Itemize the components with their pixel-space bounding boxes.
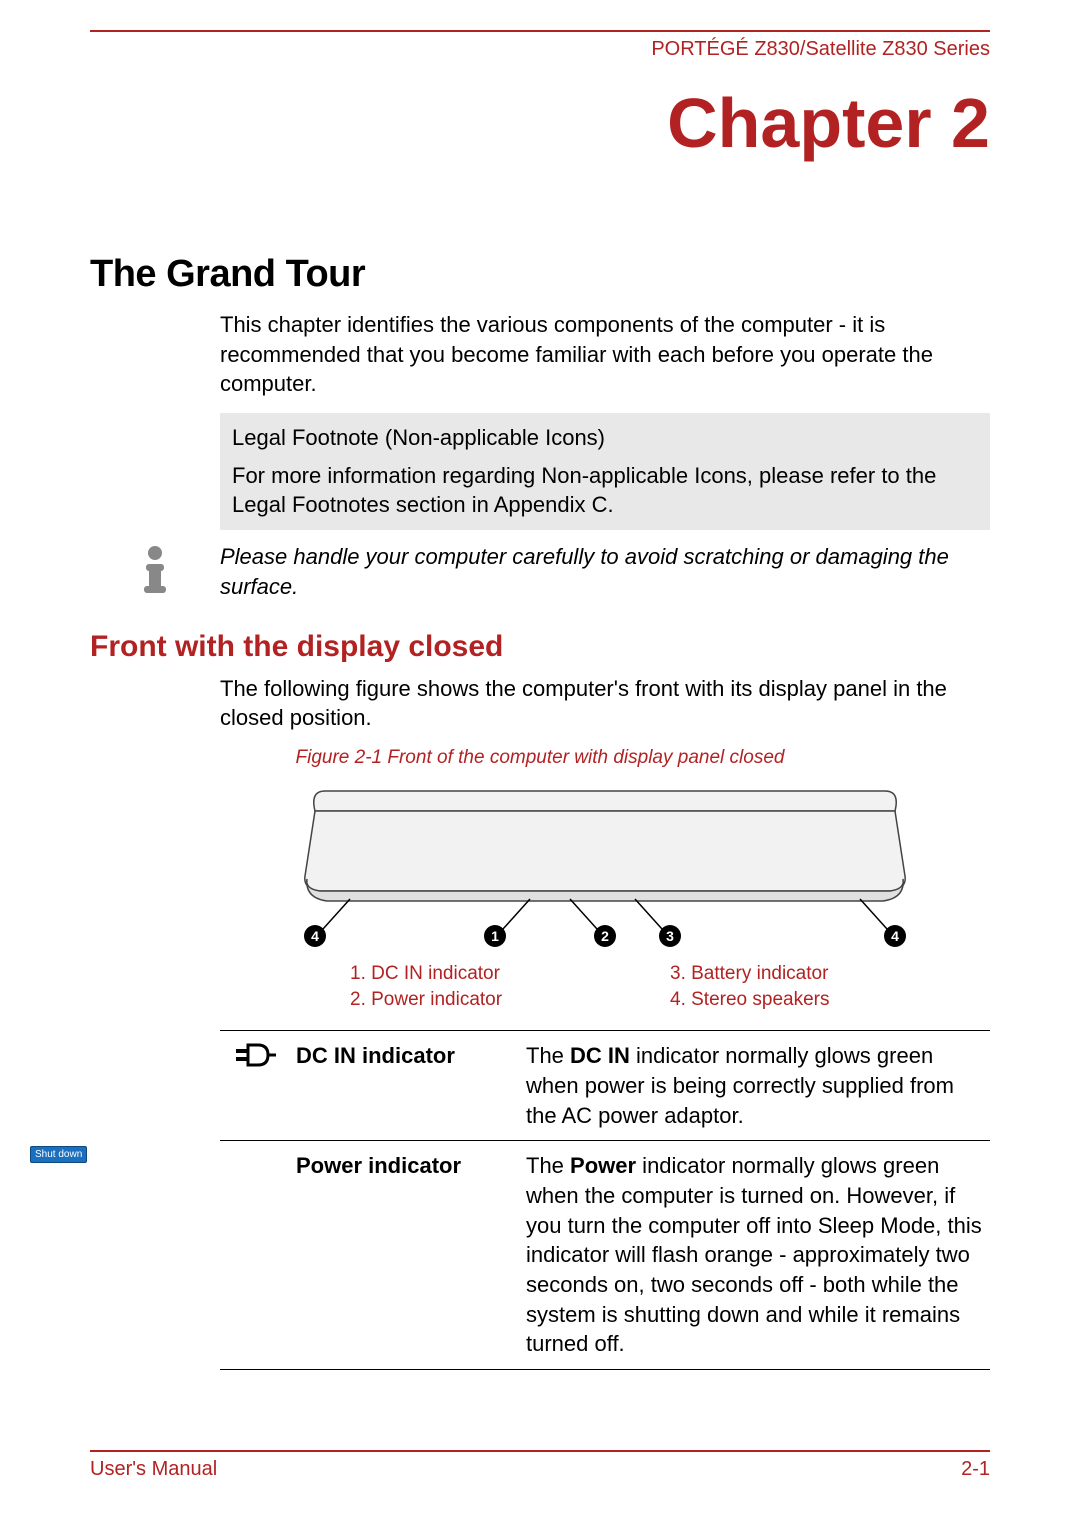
note-text: Please handle your computer carefully to…: [220, 542, 990, 601]
indicator-name-dc-in: DC IN indicator: [290, 1031, 520, 1141]
legend-item-3: 3. Battery indicator: [670, 961, 990, 987]
legal-footnote-box: Legal Footnote (Non-applicable Icons) Fo…: [220, 413, 990, 530]
footer: User's Manual 2-1: [90, 1450, 990, 1481]
footer-rule: [90, 1450, 990, 1452]
laptop-front-diagram: 4 1 2 3 4: [255, 781, 955, 951]
legend-item-2: 2. Power indicator: [350, 987, 670, 1013]
legal-footnote-title: Legal Footnote (Non-applicable Icons): [232, 423, 978, 453]
power-icon: [220, 1141, 290, 1370]
page: PORTÉGÉ Z830/Satellite Z830 Series Chapt…: [0, 0, 1080, 1410]
callout-3: 3: [666, 928, 674, 944]
legend-item-1: 1. DC IN indicator: [350, 961, 670, 987]
indicator-name-power: Power indicator: [290, 1141, 520, 1370]
figure-caption: Figure 2-1 Front of the computer with di…: [90, 747, 990, 769]
legend-item-4: 4. Stereo speakers: [670, 987, 990, 1013]
legal-footnote-body: For more information regarding Non-appli…: [232, 461, 978, 520]
shutdown-badge[interactable]: Shut down: [30, 1146, 87, 1163]
table-row: Power indicator The Power indicator norm…: [220, 1141, 990, 1370]
subsection-title: Front with the display closed: [90, 630, 990, 664]
section-title: The Grand Tour: [90, 253, 990, 296]
callout-4a: 4: [311, 928, 319, 944]
table-row: DC IN indicator The DC IN indicator norm…: [220, 1031, 990, 1141]
header-series: PORTÉGÉ Z830/Satellite Z830 Series: [90, 38, 990, 61]
callout-2: 2: [601, 928, 609, 944]
section-intro: This chapter identifies the various comp…: [220, 310, 990, 399]
info-icon: [90, 542, 220, 594]
note-row: Please handle your computer carefully to…: [90, 542, 990, 601]
figure-area: 4 1 2 3 4 1. DC IN indicator 2. Power in…: [220, 781, 990, 1370]
figure-legend: 1. DC IN indicator 2. Power indicator 3.…: [350, 961, 990, 1012]
callout-1: 1: [491, 928, 499, 944]
footer-right: 2-1: [961, 1458, 990, 1481]
indicator-desc-power: The Power indicator normally glows green…: [520, 1141, 990, 1370]
indicator-desc-dc-in: The DC IN indicator normally glows green…: [520, 1031, 990, 1141]
dc-in-icon: [220, 1031, 290, 1141]
footer-left: User's Manual: [90, 1458, 217, 1481]
indicator-table: DC IN indicator The DC IN indicator norm…: [220, 1030, 990, 1370]
callout-4b: 4: [891, 928, 899, 944]
subsection-intro: The following figure shows the computer'…: [220, 674, 990, 733]
header-rule: [90, 30, 990, 32]
chapter-title: Chapter 2: [90, 83, 990, 163]
